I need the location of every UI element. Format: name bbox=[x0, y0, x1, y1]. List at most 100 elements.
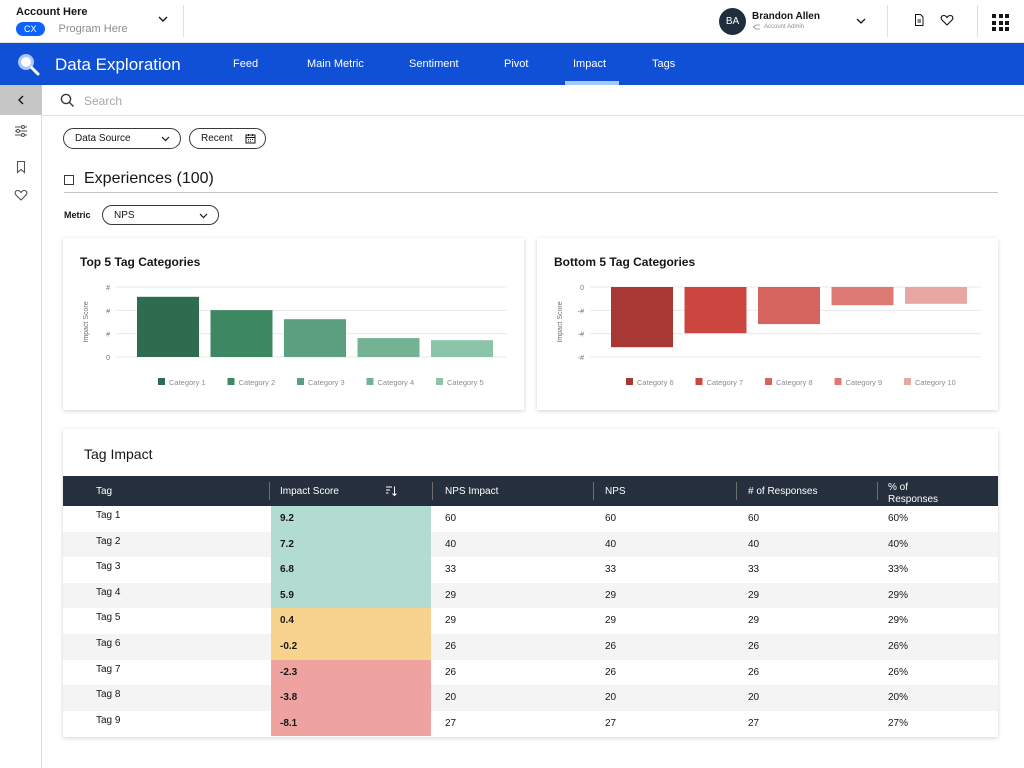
recent-label: Recent bbox=[201, 133, 233, 144]
table-row[interactable]: Tag 5 29 29 29 29% 0.4 bbox=[63, 608, 998, 634]
cell-pct-responses: 26% bbox=[888, 666, 909, 678]
cell-impact-score: -8.1 bbox=[271, 710, 431, 737]
tab-main-metric[interactable]: Main Metric bbox=[307, 58, 364, 70]
cell-tag: Tag 6 bbox=[96, 638, 121, 649]
bar-category-7 bbox=[684, 287, 747, 334]
cell-nps-impact: 29 bbox=[445, 589, 457, 601]
legend-swatch bbox=[366, 378, 374, 385]
cell-responses: 40 bbox=[748, 538, 760, 550]
cell-nps: 29 bbox=[605, 615, 617, 627]
document-icon[interactable] bbox=[912, 13, 926, 27]
chevron-down-icon bbox=[161, 136, 170, 142]
bar-category-9 bbox=[831, 287, 894, 306]
heart-icon[interactable] bbox=[940, 13, 954, 27]
recent-date-button[interactable]: Recent bbox=[189, 128, 266, 149]
col-nps-impact[interactable]: NPS Impact bbox=[445, 486, 499, 497]
col-pct-responses[interactable]: % of Responses bbox=[888, 482, 939, 505]
table-row[interactable]: Tag 3 33 33 33 33% 6.8 bbox=[63, 557, 998, 583]
data-source-dropdown[interactable]: Data Source bbox=[63, 128, 181, 149]
col-responses[interactable]: # of Responses bbox=[748, 486, 818, 497]
legend-swatch bbox=[695, 378, 703, 385]
cell-impact-score: -3.8 bbox=[271, 685, 431, 711]
left-rail bbox=[0, 85, 42, 768]
table-row[interactable]: Tag 8 20 20 20 20% -3.8 bbox=[63, 685, 998, 711]
app-switcher-icon[interactable] bbox=[992, 14, 1009, 31]
y-tick-label: -# bbox=[578, 308, 584, 315]
cell-tag: Tag 8 bbox=[96, 689, 121, 701]
divider bbox=[183, 5, 184, 37]
avatar[interactable]: BA bbox=[719, 8, 746, 35]
active-tab-indicator bbox=[565, 81, 619, 85]
cell-impact-score: -2.3 bbox=[271, 659, 431, 686]
app-title: Data Exploration bbox=[55, 55, 181, 74]
data-source-label: Data Source bbox=[75, 133, 131, 144]
filter-settings-icon[interactable] bbox=[14, 124, 28, 138]
tab-impact[interactable]: Impact bbox=[573, 58, 607, 70]
cell-nps-impact: 29 bbox=[445, 615, 457, 627]
legend-label: Category 1 bbox=[169, 378, 206, 387]
cell-responses: 20 bbox=[748, 692, 760, 704]
legend-label: Category 2 bbox=[239, 378, 276, 387]
legend-swatch bbox=[626, 378, 633, 385]
legend-swatch bbox=[227, 378, 235, 385]
table-row[interactable]: Tag 2 40 40 40 40% 7.2 bbox=[63, 531, 998, 558]
bar-category-3 bbox=[284, 319, 346, 357]
bar-category-10 bbox=[905, 287, 967, 304]
bar-category-1 bbox=[137, 296, 199, 357]
bar-category-2 bbox=[210, 310, 273, 357]
y-axis-label: Impact Score bbox=[557, 301, 564, 342]
user-name: Brandon Allen bbox=[752, 11, 820, 22]
search-input[interactable] bbox=[84, 91, 684, 111]
cell-nps-impact: 40 bbox=[445, 538, 457, 550]
program-selector[interactable]: Program Here bbox=[58, 23, 128, 35]
bar-category-8 bbox=[758, 287, 820, 325]
bottom-categories-card: Bottom 5 Tag Categories 0 -# -# -# Impact Sc… bbox=[537, 238, 998, 410]
cell-nps: 27 bbox=[605, 717, 617, 729]
tab-tags[interactable]: Tags bbox=[652, 58, 676, 70]
legend-label: Category 3 bbox=[308, 378, 345, 387]
user-menu-chevron-icon[interactable] bbox=[855, 15, 867, 27]
cell-impact-score: -0.2 bbox=[271, 634, 431, 660]
cell-nps: 40 bbox=[605, 538, 617, 550]
metric-dropdown[interactable]: NPS bbox=[102, 205, 219, 225]
table-row[interactable]: Tag 4 29 29 29 29% 5.9 bbox=[63, 582, 998, 609]
legend-label: Category 9 bbox=[846, 378, 883, 387]
cell-pct-responses: 26% bbox=[888, 641, 909, 652]
tab-sentiment[interactable]: Sentiment bbox=[409, 58, 459, 70]
legend-label: Category 8 bbox=[776, 378, 813, 387]
column-divider bbox=[432, 482, 433, 500]
y-tick-label: 0 bbox=[580, 285, 584, 292]
top-categories-chart: # # #0 Impact Score Category 1 Category 2 Cate… bbox=[83, 285, 507, 387]
cell-nps-impact: 60 bbox=[445, 513, 457, 524]
cell-nps: 20 bbox=[605, 692, 617, 704]
cell-nps: 26 bbox=[605, 641, 617, 652]
table-row[interactable]: Tag 7 26 26 26 26% -2.3 bbox=[63, 659, 998, 686]
cell-tag: Tag 9 bbox=[96, 714, 121, 726]
cell-nps-impact: 33 bbox=[445, 564, 457, 576]
bookmark-icon[interactable] bbox=[14, 160, 28, 174]
search-logo-icon bbox=[18, 54, 40, 76]
chevron-down-icon[interactable] bbox=[156, 12, 170, 26]
legend-swatch bbox=[765, 378, 772, 385]
bar-category-4 bbox=[357, 338, 420, 357]
tab-pivot[interactable]: Pivot bbox=[504, 58, 529, 70]
chevron-left-icon bbox=[18, 95, 24, 105]
y-tick-label: 0 bbox=[106, 355, 110, 362]
calendar-icon bbox=[245, 134, 256, 144]
role-icon bbox=[752, 24, 760, 30]
sort-icon[interactable] bbox=[385, 485, 397, 497]
col-nps[interactable]: NPS bbox=[605, 486, 626, 497]
experiences-checkbox[interactable] bbox=[64, 175, 74, 185]
account-switcher[interactable]: Account Here CX Program Here bbox=[16, 6, 128, 36]
collapse-button[interactable] bbox=[0, 85, 42, 115]
legend-swatch bbox=[297, 378, 304, 385]
col-tag[interactable]: Tag bbox=[96, 486, 113, 497]
col-impact-score[interactable]: Impact Score bbox=[280, 486, 339, 497]
table-row[interactable]: Tag 6 26 26 26 26% -0.2 bbox=[63, 634, 998, 660]
tab-feed[interactable]: Feed bbox=[233, 58, 259, 70]
legend-label: Category 7 bbox=[707, 378, 744, 387]
table-row[interactable]: Tag 9 27 27 27 27% -8.1 bbox=[63, 710, 998, 737]
table-row[interactable]: Tag 1 60 60 60 60% 9.2 bbox=[63, 506, 998, 532]
legend-label: Category 6 bbox=[637, 378, 674, 387]
heart-icon[interactable] bbox=[14, 188, 28, 202]
